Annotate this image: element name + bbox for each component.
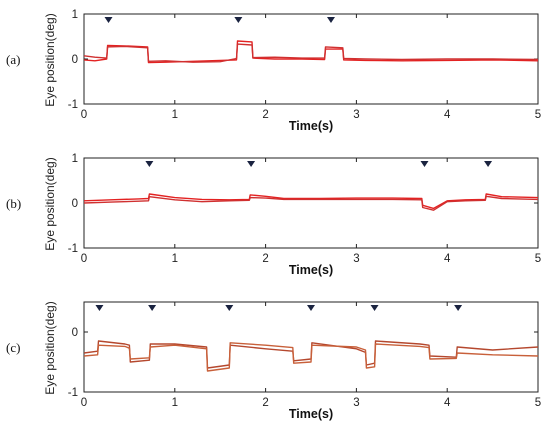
series-line-2 bbox=[84, 342, 538, 372]
x-tick-label: 3 bbox=[353, 397, 359, 409]
y-tick-label: 1 bbox=[72, 9, 78, 21]
x-tick-label: 5 bbox=[535, 397, 541, 409]
x-tick-label: 2 bbox=[262, 253, 268, 265]
x-axis-title: Time(s) bbox=[289, 263, 333, 277]
x-tick-label: 0 bbox=[81, 253, 87, 265]
series-line-1 bbox=[84, 193, 538, 210]
panel-label: (b) bbox=[6, 196, 21, 211]
series-line-2 bbox=[84, 43, 538, 63]
y-tick-label: 0 bbox=[72, 198, 78, 210]
x-tick-label: 5 bbox=[535, 109, 541, 121]
x-axis-title: Time(s) bbox=[289, 119, 333, 133]
stimulus-marker bbox=[247, 161, 256, 167]
x-tick-label: 1 bbox=[172, 397, 178, 409]
chart-panel-a: 0 1 2 3 4 5-101(a) Eye position(deg)Time(s) bbox=[6, 9, 541, 133]
y-tick-label: -1 bbox=[68, 387, 78, 399]
series-line-2 bbox=[84, 195, 538, 211]
chart-panel-c: 0 1 2 3 4 5-10(c) Eye position(deg)Time(s) bbox=[6, 301, 541, 421]
panel-label: (c) bbox=[6, 340, 20, 355]
x-tick-label: 0 bbox=[81, 397, 87, 409]
x-tick-label: 2 bbox=[262, 109, 268, 121]
stimulus-marker bbox=[95, 305, 104, 311]
stimulus-marker bbox=[234, 17, 243, 23]
stimulus-marker bbox=[484, 161, 493, 167]
stimulus-marker bbox=[145, 161, 154, 167]
stimulus-marker bbox=[225, 305, 234, 311]
x-tick-label: 2 bbox=[262, 397, 268, 409]
stimulus-marker bbox=[148, 305, 157, 311]
y-axis-title: Eye position(deg) bbox=[43, 157, 57, 250]
x-tick-label: 3 bbox=[353, 109, 359, 121]
y-tick-label: -1 bbox=[68, 243, 78, 255]
stimulus-marker bbox=[420, 161, 429, 167]
panel-label: (a) bbox=[6, 52, 20, 67]
stimulus-marker bbox=[370, 305, 379, 311]
plot-frame bbox=[83, 157, 539, 249]
y-axis-title: Eye position(deg) bbox=[43, 301, 57, 394]
y-tick-label: 0 bbox=[72, 54, 78, 66]
x-tick-label: 4 bbox=[444, 253, 451, 265]
y-tick-label: 0 bbox=[72, 327, 78, 339]
x-axis-title: Time(s) bbox=[289, 407, 333, 421]
stimulus-marker bbox=[326, 17, 335, 23]
x-tick-label: 1 bbox=[172, 109, 178, 121]
x-tick-label: 0 bbox=[81, 109, 87, 121]
x-tick-label: 5 bbox=[535, 253, 541, 265]
stimulus-marker bbox=[104, 17, 113, 23]
x-tick-label: 1 bbox=[172, 253, 178, 265]
chart-panel-b: 0 1 2 3 4 5-101(b) Eye position(deg)Time(s) bbox=[6, 153, 541, 277]
x-tick-label: 4 bbox=[444, 109, 451, 121]
x-tick-label: 4 bbox=[444, 397, 451, 409]
stimulus-marker bbox=[454, 305, 463, 311]
stimulus-marker bbox=[307, 305, 315, 311]
y-axis-title: Eye position(deg) bbox=[43, 13, 57, 106]
y-tick-label: 1 bbox=[72, 153, 78, 165]
x-tick-label: 3 bbox=[353, 253, 359, 265]
y-tick-label: -1 bbox=[68, 99, 78, 111]
